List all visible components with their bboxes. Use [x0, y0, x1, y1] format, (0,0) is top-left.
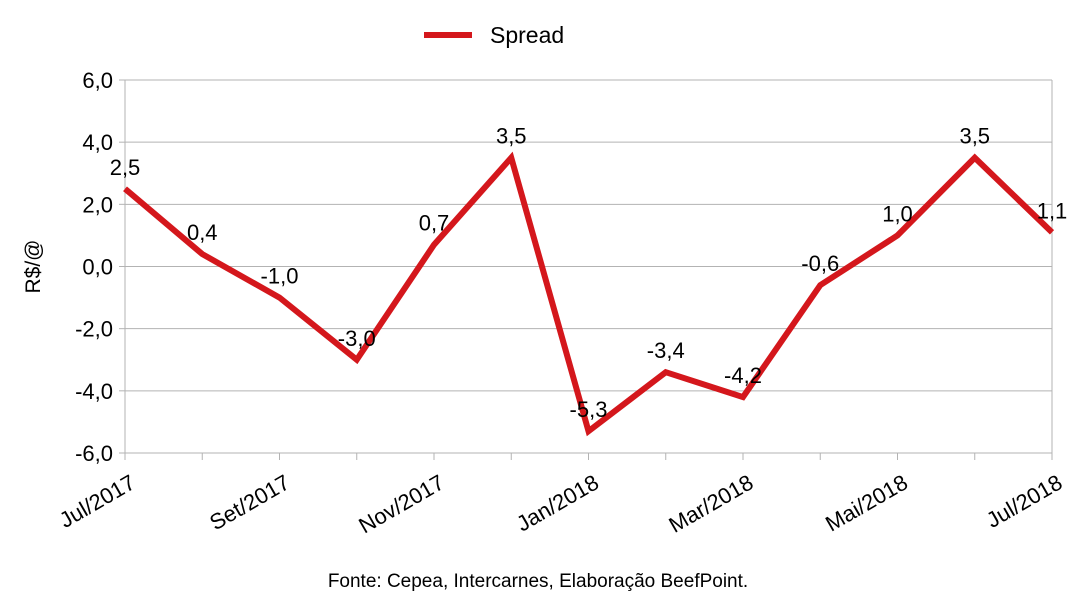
data-label: -3,4	[647, 338, 685, 363]
data-label: 0,4	[187, 220, 218, 245]
data-label: 2,5	[110, 155, 141, 180]
data-label: 1,1	[1037, 198, 1068, 223]
legend: Spread	[424, 22, 564, 48]
x-tick-label: Nov/2017	[354, 470, 448, 539]
data-label: -1,0	[261, 264, 299, 289]
x-tick-label: Jul/2018	[982, 470, 1067, 533]
y-tick-label: 2,0	[82, 192, 113, 217]
data-label: 3,5	[959, 124, 990, 149]
x-tick-label: Set/2017	[205, 470, 294, 536]
y-axis-label: R$/@	[22, 240, 45, 294]
data-label: -3,0	[338, 326, 376, 351]
y-tick-label: -6,0	[75, 441, 113, 466]
series-line-spread	[123, 151, 1055, 437]
x-tick-label: Mai/2018	[821, 470, 912, 537]
data-label: -0,6	[801, 251, 839, 276]
x-tick-label: Mar/2018	[665, 470, 758, 538]
y-tick-label: 6,0	[82, 68, 113, 93]
source-note: Fonte: Cepea, Intercarnes, Elaboração Be…	[327, 571, 749, 592]
data-label: 0,7	[419, 211, 450, 236]
y-tick-label: -4,0	[75, 379, 113, 404]
x-tick-label: Jan/2018	[512, 470, 603, 537]
data-label: 3,5	[496, 124, 527, 149]
y-tick-label: 0,0	[82, 255, 113, 280]
data-label: -4,2	[724, 363, 762, 388]
data-label: -5,3	[570, 397, 608, 422]
series-layer	[123, 151, 1055, 437]
y-tick-label: -2,0	[75, 317, 113, 342]
legend-label-spread: Spread	[490, 22, 564, 48]
data-label: 1,0	[882, 201, 913, 226]
y-tick-label: 4,0	[82, 130, 113, 155]
x-tick-label: Jul/2017	[55, 470, 140, 533]
gridlines	[125, 79, 1052, 454]
data-labels: 2,5 0,4 -1,0 -3,0 0,7 3,5 -5,3 -3,4 -4,2 -0,6 1,0 3…	[110, 124, 1068, 423]
axes: -6,0 -4,0 -2,0 0,0 2,0 4,0 6,0 Jul/2017 Set/2017…	[22, 68, 1067, 538]
